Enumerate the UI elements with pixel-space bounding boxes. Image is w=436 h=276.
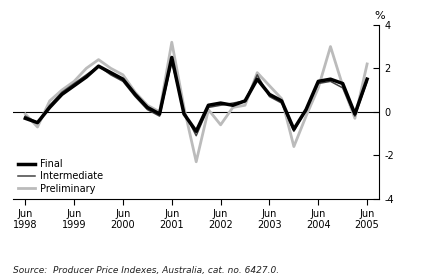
Line: Preliminary: Preliminary [25, 42, 367, 162]
Intermediate [84, 73, 89, 76]
Intermediate [145, 108, 150, 111]
Preliminary [23, 112, 28, 116]
Final [133, 93, 138, 96]
Final [145, 106, 150, 109]
Final [328, 78, 333, 81]
Preliminary [157, 110, 162, 113]
Preliminary [218, 123, 223, 126]
Preliminary [120, 73, 126, 76]
Preliminary [47, 99, 52, 103]
Final [72, 84, 77, 87]
Preliminary [364, 62, 370, 66]
Intermediate [242, 99, 248, 103]
Intermediate [169, 60, 174, 63]
Preliminary [242, 104, 248, 107]
Line: Final: Final [25, 57, 367, 131]
Final [206, 104, 211, 107]
Intermediate [316, 82, 321, 85]
Preliminary [133, 91, 138, 94]
Preliminary [96, 58, 101, 61]
Final [230, 104, 235, 107]
Final [352, 112, 358, 116]
Final [218, 102, 223, 105]
Final [108, 71, 113, 74]
Preliminary [169, 41, 174, 44]
Intermediate [181, 110, 187, 113]
Intermediate [23, 115, 28, 118]
Final [303, 108, 309, 111]
Final [169, 56, 174, 59]
Intermediate [230, 102, 235, 105]
Intermediate [47, 104, 52, 107]
Intermediate [194, 134, 199, 137]
Final [291, 128, 296, 131]
Preliminary [206, 108, 211, 111]
Intermediate [267, 95, 272, 98]
Final [84, 75, 89, 79]
Preliminary [35, 125, 40, 129]
Preliminary [145, 104, 150, 107]
Preliminary [340, 84, 345, 87]
Intermediate [96, 65, 101, 68]
Preliminary [181, 106, 187, 109]
Preliminary [328, 45, 333, 48]
Preliminary [255, 71, 260, 74]
Intermediate [120, 80, 126, 83]
Final [267, 93, 272, 96]
Final [157, 112, 162, 116]
Final [35, 121, 40, 124]
Text: Source:  Producer Price Indexes, Australia, cat. no. 6427.0.: Source: Producer Price Indexes, Australi… [13, 266, 279, 275]
Intermediate [364, 80, 370, 83]
Preliminary [316, 86, 321, 89]
Final [47, 106, 52, 109]
Intermediate [255, 73, 260, 76]
Final [181, 112, 187, 116]
Preliminary [303, 115, 309, 118]
Final [242, 99, 248, 103]
Intermediate [218, 104, 223, 107]
Preliminary [194, 160, 199, 163]
Preliminary [279, 97, 284, 100]
Final [23, 117, 28, 120]
Intermediate [35, 121, 40, 124]
Final [59, 93, 65, 96]
Preliminary [267, 84, 272, 87]
Preliminary [230, 106, 235, 109]
Final [194, 130, 199, 133]
Intermediate [108, 73, 113, 76]
Final [279, 99, 284, 103]
Intermediate [279, 102, 284, 105]
Intermediate [352, 115, 358, 118]
Final [96, 65, 101, 68]
Intermediate [328, 80, 333, 83]
Preliminary [59, 88, 65, 92]
Preliminary [291, 145, 296, 148]
Text: %: % [374, 11, 385, 21]
Preliminary [108, 67, 113, 70]
Preliminary [84, 67, 89, 70]
Final [340, 82, 345, 85]
Final [255, 78, 260, 81]
Line: Intermediate: Intermediate [25, 62, 367, 136]
Intermediate [303, 108, 309, 111]
Final [364, 78, 370, 81]
Final [120, 78, 126, 81]
Intermediate [157, 115, 162, 118]
Preliminary [72, 80, 77, 83]
Intermediate [72, 82, 77, 85]
Intermediate [206, 106, 211, 109]
Preliminary [352, 117, 358, 120]
Intermediate [340, 86, 345, 89]
Intermediate [291, 130, 296, 133]
Legend: Final, Intermediate, Preliminary: Final, Intermediate, Preliminary [18, 159, 103, 194]
Intermediate [59, 91, 65, 94]
Intermediate [133, 95, 138, 98]
Final [316, 80, 321, 83]
